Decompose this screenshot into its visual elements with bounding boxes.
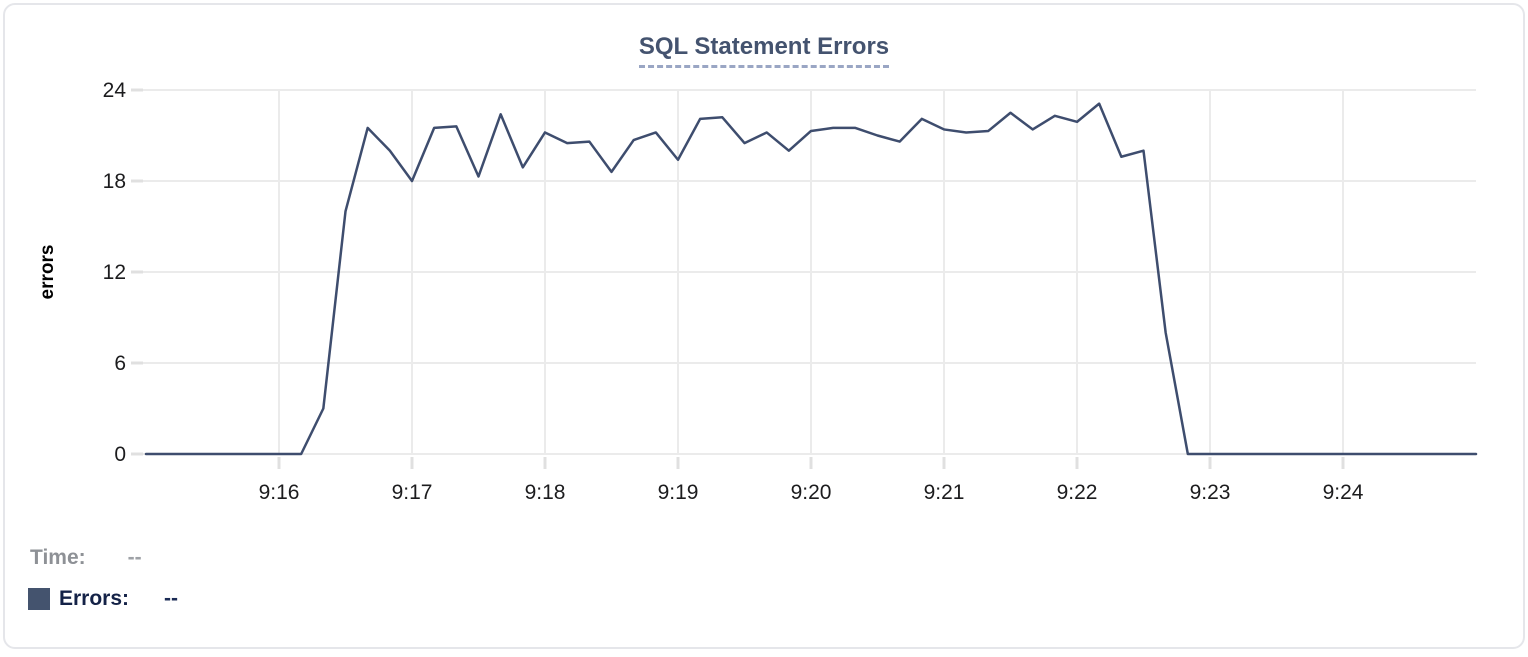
x-tick-label: 9:17 <box>392 481 433 504</box>
y-tick-label: 24 <box>103 79 127 102</box>
x-tick-label: 9:21 <box>924 481 965 504</box>
y-tick-label: 18 <box>103 170 126 193</box>
x-tick-label: 9:24 <box>1323 481 1364 504</box>
chart-card: SQL Statement Errors 0 6 12 18 24 9:16 9:17 9:1… <box>3 3 1525 649</box>
chart-header: SQL Statement Errors <box>5 33 1523 68</box>
gridlines <box>142 89 1476 455</box>
x-tick-label: 9:18 <box>525 481 566 504</box>
x-tick-label: 9:23 <box>1190 481 1231 504</box>
chart-title[interactable]: SQL Statement Errors <box>638 33 890 68</box>
errors-line-series <box>144 102 1478 456</box>
y-axis-title: errors <box>37 245 58 300</box>
axis-labels: 0 6 12 18 24 9:16 9:17 9:18 9:19 9:20 9:21 9:22 9:23… <box>37 79 1364 504</box>
y-tick-label: 0 <box>114 443 126 466</box>
y-tick-label: 6 <box>114 352 126 375</box>
sql-statement-errors-chart[interactable]: 0 6 12 18 24 9:16 9:17 9:18 9:19 9:20 9:21 9:22 9:23… <box>5 5 1528 657</box>
axis-ticks <box>131 88 1345 469</box>
x-tick-label: 9:16 <box>259 481 300 504</box>
x-tick-label: 9:22 <box>1057 481 1098 504</box>
y-tick-label: 12 <box>103 261 126 284</box>
x-tick-label: 9:19 <box>658 481 699 504</box>
x-tick-label: 9:20 <box>791 481 832 504</box>
